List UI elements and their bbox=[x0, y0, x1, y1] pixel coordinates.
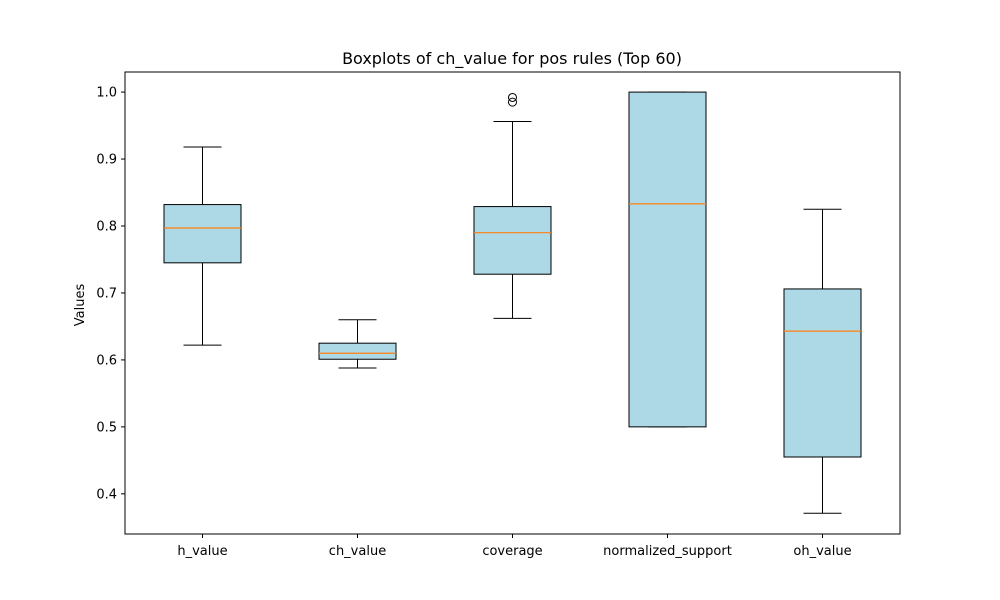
outlier-point bbox=[508, 92, 517, 102]
box-ch_value bbox=[318, 342, 397, 360]
y-tick-label: 0.4 bbox=[96, 487, 117, 502]
x-tick-label: ch_value bbox=[329, 544, 386, 559]
box-coverage bbox=[473, 206, 552, 275]
x-tick-label: h_value bbox=[177, 544, 227, 559]
x-tick-label: normalized_support bbox=[603, 544, 732, 559]
chart-title: Boxplots of ch_value for pos rules (Top … bbox=[342, 49, 682, 69]
x-tick-label: coverage bbox=[482, 544, 542, 559]
y-tick-label: 0.5 bbox=[96, 420, 117, 435]
outlier-point bbox=[508, 97, 517, 107]
box-h_value bbox=[163, 204, 242, 264]
x-tick-label: oh_value bbox=[793, 544, 851, 559]
y-tick-label: 1.0 bbox=[96, 86, 117, 101]
plot-area: 0.4 0.5 0.6 0.7 0.8 0.9 1.0 h_value ch_value cove… bbox=[96, 71, 901, 559]
box-oh_value bbox=[783, 288, 862, 458]
y-tick-label: 0.8 bbox=[96, 220, 117, 235]
y-tick-label: 0.9 bbox=[96, 153, 117, 168]
y-tick-label: 0.7 bbox=[96, 286, 117, 301]
y-tick-label: 0.6 bbox=[96, 353, 117, 368]
box-normalized_support bbox=[628, 91, 707, 428]
y-axis-label: Values bbox=[73, 284, 88, 327]
